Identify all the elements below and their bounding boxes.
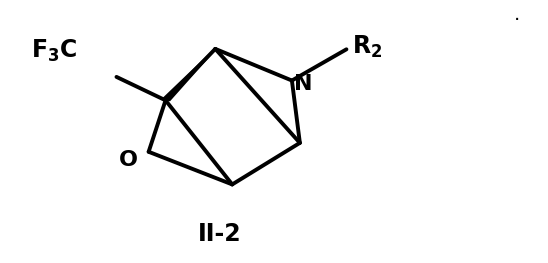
Text: O: O bbox=[118, 150, 138, 170]
Text: N: N bbox=[294, 74, 312, 94]
Text: .: . bbox=[513, 5, 520, 24]
Text: $\mathbf{R_2}$: $\mathbf{R_2}$ bbox=[352, 34, 383, 60]
Polygon shape bbox=[161, 49, 216, 101]
Text: II-2: II-2 bbox=[198, 222, 241, 246]
Text: $\mathbf{F_3C}$: $\mathbf{F_3C}$ bbox=[31, 38, 78, 64]
